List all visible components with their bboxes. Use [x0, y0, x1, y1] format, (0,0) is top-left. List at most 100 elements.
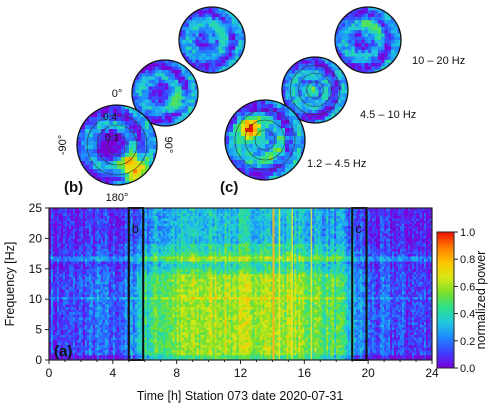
- spectrogram-cell: [100, 306, 104, 310]
- spectrogram-cell: [104, 268, 108, 272]
- spectrogram-cell: [64, 332, 68, 336]
- spectrogram-cell: [76, 322, 80, 325]
- spectrogram-cell: [54, 291, 58, 295]
- spectrogram-cell: [190, 246, 193, 249]
- spectrogram-cell: [62, 291, 66, 295]
- spectrogram-cell: [168, 246, 172, 249]
- spectrogram-cell: [164, 263, 168, 267]
- spectrogram-cell: [180, 322, 183, 325]
- spectrogram-cell: [66, 215, 70, 219]
- spectrogram-cell: [192, 210, 195, 214]
- spectrogram-cell: [132, 278, 136, 282]
- spectrogram-cell: [134, 289, 138, 292]
- spectrogram-cell: [128, 235, 132, 239]
- spectrogram-cell: [170, 324, 174, 328]
- spectrogram-cell: [162, 281, 166, 285]
- spectrogram-cell: [92, 314, 96, 318]
- spectrogram-cell: [122, 220, 126, 224]
- spectrogram-cell: [96, 339, 100, 343]
- spectrogram-cell: [104, 352, 108, 356]
- spectrogram-cell: [94, 334, 98, 338]
- spectrogram-cell: [170, 268, 174, 272]
- spectrogram-cell: [114, 311, 118, 315]
- spectrogram-cell: [106, 314, 110, 318]
- spectrogram-cell: [152, 334, 156, 338]
- spectrogram-cell: [172, 251, 176, 254]
- spectrogram-cell: [184, 347, 187, 351]
- spectrogram-cell: [122, 354, 126, 358]
- spectrogram-cell: [64, 352, 68, 356]
- spectrogram-cell: [200, 354, 203, 358]
- spectrogram-cell: [194, 319, 197, 323]
- spectrogram-cell: [182, 284, 185, 287]
- spectrogram-cell: [106, 233, 110, 237]
- spectrogram-cell: [102, 299, 106, 303]
- spectrogram-cell: [140, 228, 144, 232]
- spectrogram-cell: [98, 268, 102, 272]
- spectrogram-cell: [138, 220, 142, 224]
- spectrogram-cell: [100, 228, 104, 232]
- spectrogram-cell: [130, 286, 134, 290]
- spectrogram-cell: [100, 349, 104, 353]
- spectrogram-cell: [190, 322, 193, 325]
- spectrogram-cell: [210, 357, 213, 360]
- spectrogram-cell: [164, 304, 168, 308]
- spectrogram-cell: [156, 349, 160, 353]
- spectrogram-cell: [188, 329, 191, 333]
- spectrogram-cell: [138, 306, 142, 310]
- spectrogram-cell: [120, 284, 124, 287]
- spectrogram-cell: [188, 342, 191, 346]
- spectrogram-cell: [186, 208, 189, 211]
- spectrogram-cell: [180, 208, 183, 211]
- spectrogram-cell: [116, 223, 120, 227]
- spectrogram-cell: [74, 291, 78, 295]
- spectrogram-cell: [68, 329, 72, 333]
- spectrogram-cell: [78, 233, 82, 237]
- spectrogram-cell: [158, 291, 162, 295]
- spectrogram-cell: [162, 273, 166, 277]
- spectrogram-cell: [110, 299, 114, 303]
- spectrogram-cell: [122, 296, 126, 300]
- spectrogram-cell: [108, 286, 112, 290]
- spectrogram-cell: [106, 316, 110, 320]
- spectrogram-cell: [178, 327, 181, 330]
- spectrogram-cell: [108, 299, 112, 303]
- spectrogram-cell: [128, 276, 132, 280]
- spectrogram-cell: [56, 294, 60, 298]
- spectrogram-cell: [200, 309, 203, 313]
- spectrogram-cell: [120, 256, 124, 260]
- spectrogram-cell: [208, 332, 211, 336]
- spectrogram-cell: [186, 230, 189, 234]
- spectrogram-cell: [138, 240, 142, 244]
- spectrogram-cell: [66, 233, 70, 237]
- spectrogram-cell: [130, 268, 134, 272]
- spectrogram-cell: [212, 314, 215, 318]
- spectrogram-cell: [200, 276, 203, 280]
- spectrogram-cell: [140, 278, 144, 282]
- spectrogram-cell: [134, 248, 138, 252]
- spectrogram-cell: [92, 251, 96, 254]
- spectrogram-cell: [180, 347, 183, 351]
- spectrogram-cell: [154, 220, 158, 224]
- spectrogram-cell: [102, 306, 106, 310]
- spectrogram-cell: [148, 261, 152, 265]
- spectrogram-cell: [102, 332, 106, 336]
- spectrogram-cell: [146, 268, 150, 272]
- spectrogram-cell: [150, 230, 154, 234]
- spectrogram-cell: [100, 246, 104, 249]
- spectrogram-cell: [152, 289, 156, 292]
- spectrogram-cell: [158, 289, 162, 292]
- spectrogram-cell: [72, 263, 76, 267]
- spectrogram-cell: [92, 233, 96, 237]
- spectrogram-cell: [76, 263, 80, 267]
- spectrogram-cell: [104, 329, 108, 333]
- spectrogram-cell: [212, 271, 215, 275]
- spectrogram-cell: [118, 246, 122, 249]
- spectrogram-cell: [178, 334, 181, 338]
- spectrogram-cell: [108, 334, 112, 338]
- spectrogram-cell: [64, 286, 68, 290]
- spectrogram-cell: [58, 324, 62, 328]
- spectrogram-cell: [100, 243, 104, 247]
- spectrogram-cell: [92, 263, 96, 267]
- spectrogram-cell: [176, 240, 180, 244]
